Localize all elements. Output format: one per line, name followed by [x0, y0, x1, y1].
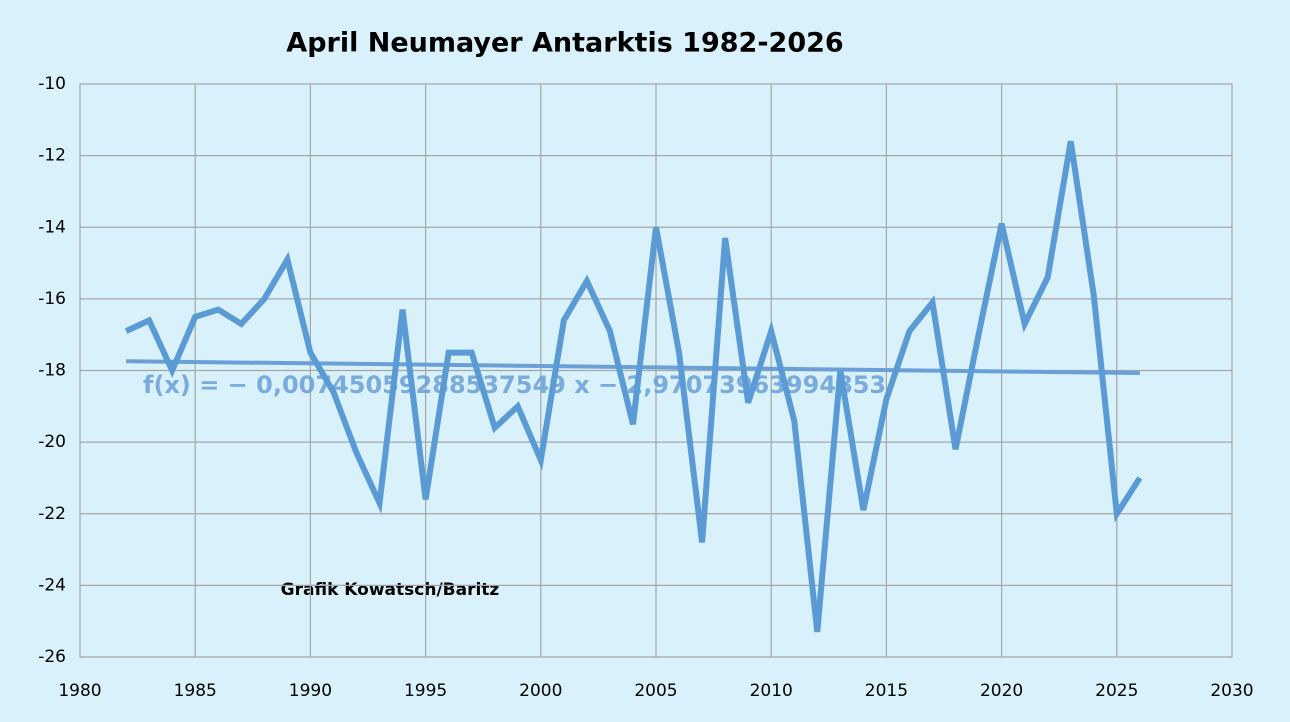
- x-tick-label: 1985: [174, 681, 217, 701]
- annotation: Grafik Kowatsch/Baritz: [281, 580, 500, 600]
- y-tick-label: -12: [38, 146, 66, 166]
- y-tick-label: -20: [38, 432, 66, 452]
- x-tick-label: 1990: [289, 681, 332, 701]
- x-tick-label: 1995: [404, 681, 447, 701]
- trend-label: f(x) = − 0,00745059288537549 x − 2,97073…: [143, 371, 886, 399]
- x-tick-label: 2000: [519, 681, 562, 701]
- y-tick-label: -26: [38, 647, 66, 667]
- chart-title: April Neumayer Antarktis 1982-2026: [286, 28, 843, 59]
- x-tick-label: 2015: [865, 681, 908, 701]
- y-tick-label: -10: [38, 74, 66, 94]
- y-tick-label: -16: [38, 289, 66, 309]
- x-tick-label: 2020: [980, 681, 1023, 701]
- y-tick-label: -14: [38, 217, 66, 237]
- x-tick-label: 2030: [1210, 681, 1253, 701]
- x-tick-label: 2025: [1095, 681, 1138, 701]
- y-tick-label: -18: [38, 361, 66, 381]
- x-tick-label: 2010: [750, 681, 793, 701]
- y-tick-label: -24: [38, 575, 66, 595]
- x-tick-label: 1980: [58, 681, 101, 701]
- x-tick-label: 2005: [634, 681, 677, 701]
- data-line: [124, 140, 1143, 633]
- y-tick-label: -22: [38, 504, 66, 524]
